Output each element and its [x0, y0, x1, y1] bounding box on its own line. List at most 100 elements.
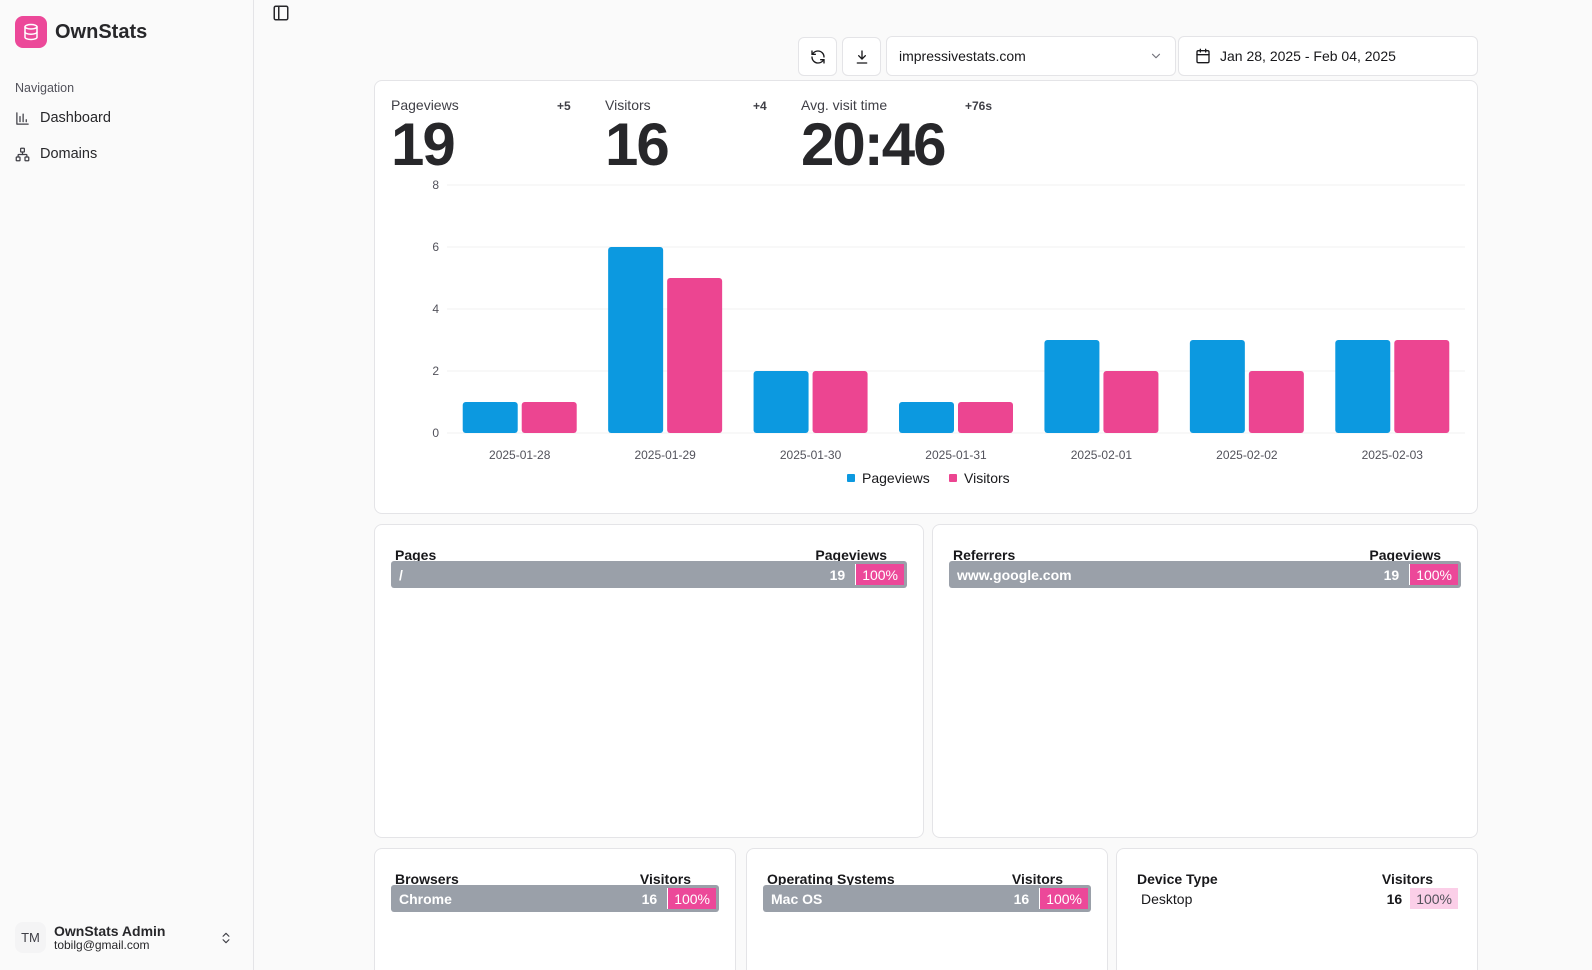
bar-visitors-2025-02-01 [1103, 371, 1159, 433]
x-tick-label: 2025-02-01 [1071, 448, 1133, 462]
os-title: Operating Systems [767, 871, 895, 887]
stat-value: 19 [391, 111, 456, 178]
legend-swatch [847, 474, 855, 482]
x-tick-label: 2025-01-30 [780, 448, 842, 462]
stat-label: Visitors [605, 97, 651, 113]
sidebar: OwnStats Navigation Dashboard Domains TM… [0, 0, 254, 970]
row-count: 16 [1013, 890, 1030, 907]
user-menu[interactable]: TM OwnStats Admin tobilg@gmail.com [15, 922, 240, 953]
download-icon [856, 49, 867, 64]
row-label: / [399, 566, 403, 583]
sidebar-item-label: Domains [40, 146, 98, 162]
x-tick-label: 2025-01-29 [634, 448, 696, 462]
bar-visitors-2025-01-31 [958, 402, 1013, 433]
y-tick-label: 6 [432, 240, 439, 254]
devices-title: Device Type [1137, 871, 1218, 887]
sidebar-item-dashboard[interactable]: Dashboard [15, 110, 111, 126]
domain-select-value: impressivestats.com [899, 48, 1026, 64]
x-tick-label: 2025-02-03 [1362, 448, 1424, 462]
devices-metric: Visitors [1381, 871, 1433, 887]
user-name: OwnStats Admin [54, 922, 166, 939]
avatar: TM [15, 922, 46, 953]
bar-chart: 0 2 4 6 8 2025-01-28 2025-01-29 2025-01-30 2025-… [432, 178, 1465, 486]
y-tick-label: 4 [432, 302, 439, 316]
x-tick-label: 2025-01-28 [489, 448, 551, 462]
sidebar-item-label: Dashboard [40, 110, 111, 126]
x-tick-label: 2025-02-02 [1216, 448, 1278, 462]
row-label: Desktop [1141, 890, 1193, 907]
brand-name: OwnStats [55, 20, 148, 43]
referrers-title: Referrers [953, 547, 1016, 563]
sitemap-icon [15, 147, 30, 161]
table-row[interactable]: Desktop 16 100% [1133, 885, 1461, 912]
browsers-metric: Visitors [639, 871, 691, 887]
chevron-down-icon [1151, 53, 1161, 59]
row-label: Mac OS [771, 890, 823, 907]
row-label: www.google.com [957, 566, 1072, 583]
table-row[interactable]: www.google.com 19 100% [949, 561, 1461, 588]
download-button[interactable] [842, 37, 881, 76]
row-count: 16 [1386, 890, 1403, 907]
calendar-icon [1196, 48, 1210, 64]
panel-left-icon[interactable] [272, 4, 290, 22]
table-row[interactable]: Chrome 16 100% [391, 885, 719, 912]
y-tick-label: 8 [432, 178, 439, 192]
browsers-title: Browsers [395, 871, 459, 887]
row-count: 16 [641, 890, 658, 907]
date-range-value: Jan 28, 2025 - Feb 04, 2025 [1220, 48, 1396, 64]
bar-visitors-2025-01-29 [667, 278, 723, 433]
table-row[interactable]: Mac OS 16 100% [763, 885, 1091, 912]
stat-avg-visit-time[interactable]: Avg. visit time 20:46 [801, 97, 946, 178]
referrers-card: Referrers Pageviews www.google.com 19 10… [932, 524, 1478, 838]
browsers-card: Browsers Visitors Chrome 16 100% [374, 848, 736, 970]
row-count: 19 [1383, 566, 1400, 583]
user-email: tobilg@gmail.com [54, 937, 150, 952]
row-percent: 100% [667, 888, 716, 909]
stat-visitors[interactable]: Visitors 16 [605, 97, 670, 178]
stat-pageviews[interactable]: Pageviews 19 [391, 97, 459, 175]
bar-visitors-2025-01-28 [521, 402, 577, 433]
y-tick-label: 2 [432, 364, 439, 378]
brand[interactable]: OwnStats [15, 16, 147, 48]
stat-value: 20:46 [801, 111, 946, 178]
os-metric: Visitors [1011, 871, 1063, 887]
refresh-button[interactable] [798, 37, 837, 76]
row-percent: 100% [1410, 888, 1458, 909]
sidebar-item-domains[interactable]: Domains [15, 146, 97, 162]
bar-pageviews-2025-02-02 [1189, 340, 1245, 433]
bar-visitors-2025-01-30 [812, 371, 868, 433]
bar-visitors-2025-02-03 [1394, 340, 1450, 433]
row-label: Chrome [399, 890, 452, 907]
legend-label: Pageviews [862, 470, 930, 486]
bar-pageviews-2025-01-28 [462, 402, 518, 433]
stat-label: Pageviews [391, 97, 459, 113]
stat-delta: +76s [965, 99, 993, 113]
os-card: Operating Systems Visitors Mac OS 16 100… [746, 848, 1108, 970]
date-range-picker[interactable]: Jan 28, 2025 - Feb 04, 2025 [1178, 36, 1478, 76]
row-percent: 100% [1409, 564, 1458, 585]
legend-swatch [949, 474, 957, 482]
database-icon [15, 16, 47, 48]
stat-delta: +5 [557, 99, 571, 113]
referrers-metric: Pageviews [1369, 547, 1441, 563]
bar-pageviews-2025-02-03 [1335, 340, 1391, 433]
refresh-icon [810, 49, 825, 64]
pages-title: Pages [395, 547, 437, 563]
legend-label: Visitors [964, 470, 1010, 486]
x-tick-label: 2025-01-31 [925, 448, 987, 462]
table-row[interactable]: / 19 100% [391, 561, 907, 588]
row-percent: 100% [1039, 888, 1088, 909]
overview-card: Pageviews 19 +5 Visitors 16 +4 Avg. visi… [374, 80, 1478, 514]
pages-metric: Pageviews [815, 547, 887, 563]
domain-select[interactable]: impressivestats.com [886, 36, 1176, 76]
chevrons-up-down-icon[interactable] [219, 930, 233, 946]
stat-delta: +4 [753, 99, 767, 113]
pages-card: Pages Pageviews / 19 100% [374, 524, 924, 838]
stat-label: Avg. visit time [801, 97, 888, 113]
bar-pageviews-2025-01-31 [899, 402, 954, 433]
bar-visitors-2025-02-02 [1248, 371, 1304, 433]
stat-value: 16 [605, 111, 670, 178]
nav-heading: Navigation [15, 81, 75, 95]
bar-chart-icon [16, 111, 29, 125]
devices-card: Device Type Visitors Desktop 16 100% [1116, 848, 1478, 970]
